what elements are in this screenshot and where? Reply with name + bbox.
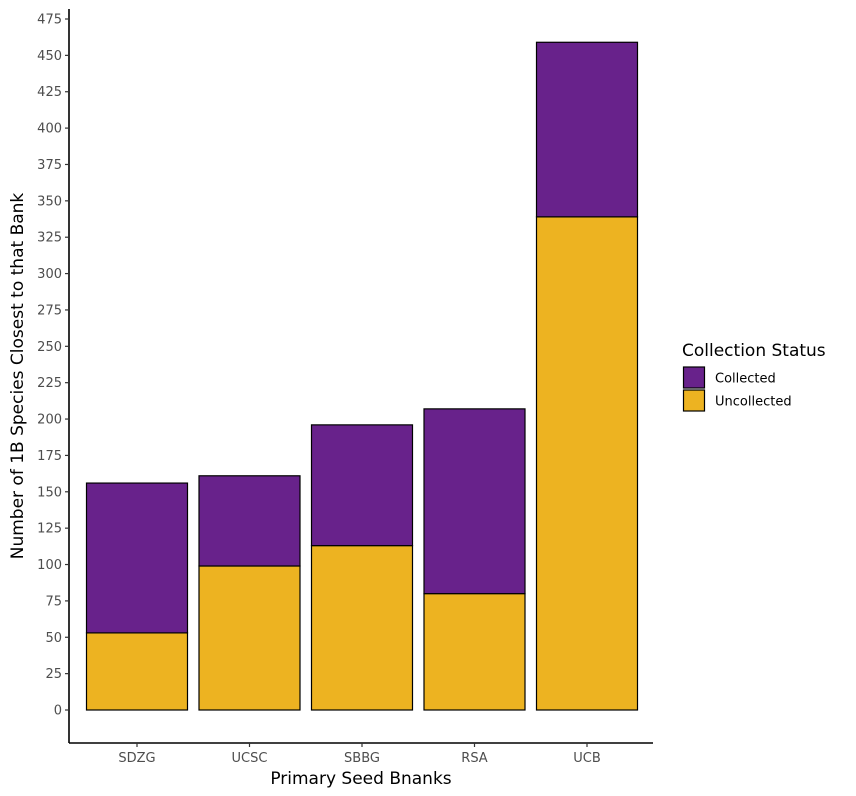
bar-sbbg-uncollected: [310, 545, 414, 711]
bar-ucsc-uncollected: [198, 565, 301, 711]
y-tick-label: 125: [37, 522, 62, 537]
legend-items: Collected Uncollected: [682, 366, 792, 412]
bar-rsa-uncollected: [423, 593, 526, 711]
y-tick-label: 50: [45, 631, 62, 646]
legend-key-uncollected: [682, 389, 706, 412]
x-axis-ticks: SDZG UCSC SBBG RSA UCB: [118, 743, 601, 766]
bar-ucb-collected: [535, 41, 639, 218]
y-tick-label: 225: [37, 376, 62, 391]
bar-sdzg-uncollected: [85, 632, 189, 711]
y-tick-label: 200: [37, 413, 62, 428]
legend-label-collected: Collected: [715, 372, 776, 387]
y-tick-label: 450: [37, 49, 62, 64]
legend-title: Collection Status: [682, 341, 826, 361]
bar-ucsc-collected: [198, 475, 301, 567]
y-tick-label: 0: [54, 704, 62, 719]
y-tick-label: 375: [37, 158, 62, 173]
bar-sdzg-collected: [85, 482, 189, 634]
y-tick-label: 300: [37, 267, 62, 282]
y-axis-ticks: 0 25 50 75 100 125 150 175 200 225 250 275 300 325 350…: [37, 13, 69, 719]
y-tick-label: 475: [37, 13, 62, 28]
y-tick-label: 175: [37, 449, 62, 464]
bars-layer: [85, 41, 639, 711]
y-axis-title: Number of 1B Species Closest to that Ban…: [8, 193, 28, 560]
x-tick-label: SBBG: [344, 751, 380, 766]
legend-key-collected: [682, 366, 706, 389]
x-tick-label: RSA: [461, 751, 488, 766]
x-tick-label: UCSC: [232, 751, 268, 766]
y-tick-label: 275: [37, 303, 62, 318]
y-tick-label: 325: [37, 231, 62, 246]
x-tick-label: UCB: [573, 751, 601, 766]
y-tick-label: 400: [37, 122, 62, 137]
y-tick-label: 425: [37, 85, 62, 100]
y-tick-label: 25: [45, 667, 62, 682]
y-tick-label: 75: [45, 594, 62, 609]
x-axis-title: Primary Seed Bnanks: [270, 769, 451, 789]
y-tick-label: 100: [37, 558, 62, 573]
bar-ucb-uncollected: [535, 216, 639, 711]
y-tick-label: 350: [37, 194, 62, 209]
y-tick-label: 150: [37, 485, 62, 500]
legend: Collection Status Collected Uncollected: [682, 341, 826, 412]
y-tick-label: 250: [37, 340, 62, 355]
bar-sbbg-collected: [310, 424, 414, 547]
x-tick-label: SDZG: [118, 751, 155, 766]
bar-rsa-collected: [423, 408, 526, 595]
legend-label-uncollected: Uncollected: [715, 395, 792, 410]
